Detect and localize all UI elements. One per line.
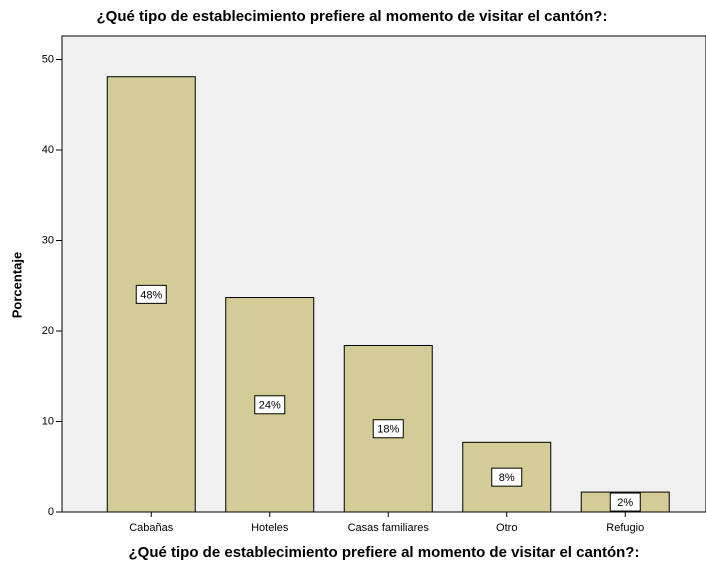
x-tick-label: Refugio [606,522,644,534]
x-tick-label: Hoteles [251,522,289,534]
data-label: 24% [259,400,281,412]
data-label: 8% [499,472,515,484]
x-tick-label: Casas familiares [348,522,430,534]
data-label-box [372,419,404,439]
data-label-box [135,284,167,304]
data-label: 2% [617,497,633,509]
y-tick-label: 20 [42,325,54,337]
y-axis-label: Porcentaje [9,252,24,318]
y-tick-label: 0 [48,506,54,518]
y-tick-label: 40 [42,144,54,156]
data-label-box [609,492,641,512]
data-label-box [491,467,523,487]
chart-title: ¿Qué tipo de establecimiento prefiere al… [97,8,608,25]
data-label: 18% [377,424,399,436]
x-axis-label: ¿Qué tipo de establecimiento prefiere al… [129,544,640,561]
x-tick-label: Otro [496,522,517,534]
y-tick-label: 50 [42,53,54,65]
data-label-box [254,395,286,415]
y-tick-label: 30 [42,234,54,246]
y-tick-label: 10 [42,415,54,427]
data-label: 48% [140,289,162,301]
x-tick-label: Cabañas [129,522,174,534]
